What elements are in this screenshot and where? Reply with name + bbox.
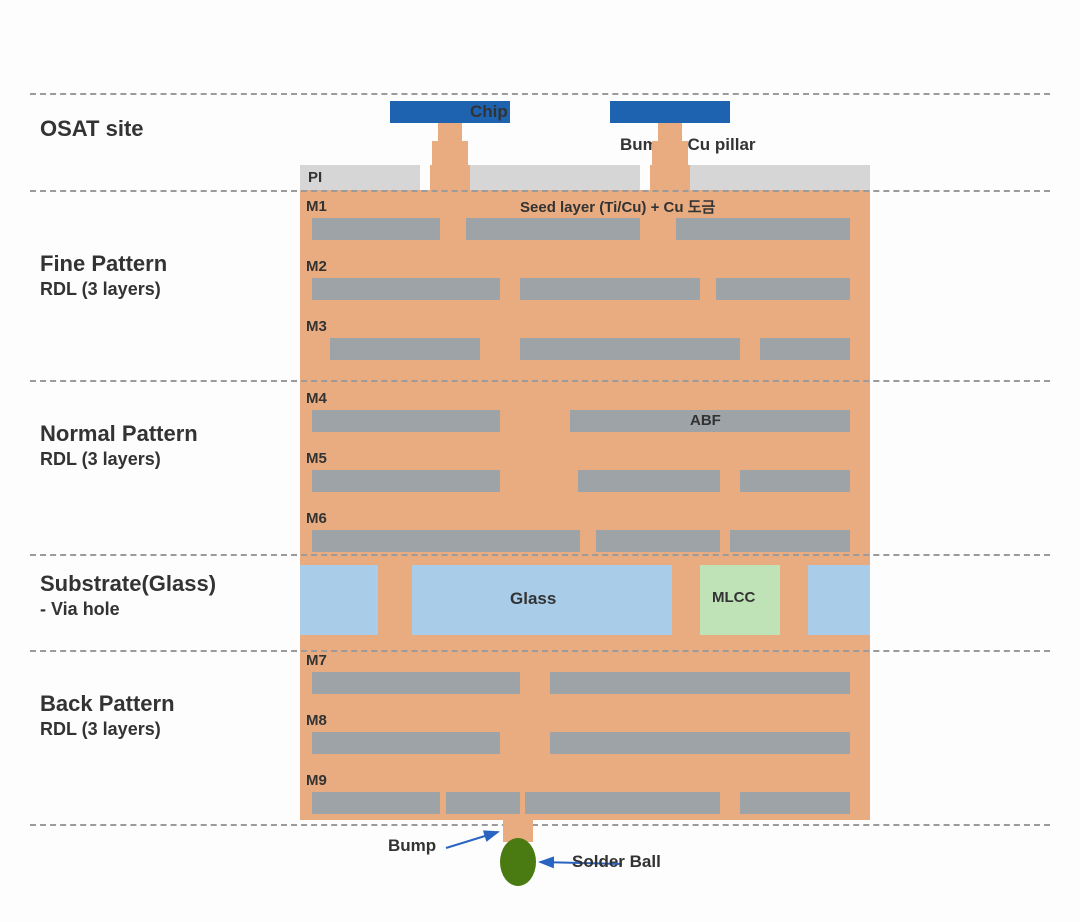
- cu-pillar-top: [438, 123, 462, 141]
- metal-label-m5: M5: [306, 450, 327, 467]
- metal-bar: [596, 530, 720, 552]
- divider-line: [30, 93, 1050, 95]
- section-title: OSAT site: [40, 115, 144, 143]
- section-subtitle: - Via hole: [40, 598, 216, 621]
- metal-label-m9: M9: [306, 772, 327, 789]
- seed-layer-label: Seed layer (Ti/Cu) + Cu 도금: [520, 196, 715, 217]
- metal-label-m2: M2: [306, 258, 327, 275]
- chip-block: [610, 101, 730, 123]
- metal-bar: [330, 338, 480, 360]
- metal-label-m7: M7: [306, 652, 327, 669]
- metal-label-m1: M1: [306, 198, 327, 215]
- cu-pillar-mid: [652, 141, 688, 165]
- metal-bar: [312, 672, 520, 694]
- metal-bar: [312, 792, 440, 814]
- metal-bar: [740, 792, 850, 814]
- metal-bar: [312, 470, 500, 492]
- cu-pillar-mid: [432, 141, 468, 165]
- metal-bar: [312, 530, 580, 552]
- cu-pillar-top: [658, 123, 682, 141]
- section-title: Back Pattern: [40, 690, 175, 718]
- chip-label: Chip: [470, 102, 508, 122]
- glass-block: [300, 565, 378, 635]
- metal-label-m6: M6: [306, 510, 327, 527]
- section-label-fine: Fine PatternRDL (3 layers): [40, 250, 167, 300]
- metal-bar: [312, 278, 500, 300]
- pi-segment: [456, 165, 640, 190]
- metal-bar: [525, 792, 720, 814]
- section-subtitle: RDL (3 layers): [40, 278, 167, 301]
- metal-bar: [760, 338, 850, 360]
- section-label-normal: Normal PatternRDL (3 layers): [40, 420, 198, 470]
- metal-bar: [730, 530, 850, 552]
- metal-bar: [550, 672, 850, 694]
- metal-bar: [520, 278, 700, 300]
- metal-bar: [578, 470, 720, 492]
- divider-line: [30, 650, 1050, 652]
- metal-bar: [446, 792, 520, 814]
- divider-line: [30, 380, 1050, 382]
- metal-bar: [520, 338, 740, 360]
- glass-label: Glass: [510, 589, 556, 609]
- metal-bar: [716, 278, 850, 300]
- section-label-back: Back PatternRDL (3 layers): [40, 690, 175, 740]
- metal-bar: [466, 218, 640, 240]
- arrow-icon: [440, 820, 700, 900]
- section-subtitle: RDL (3 layers): [40, 718, 175, 741]
- mlcc-label: MLCC: [712, 589, 755, 606]
- glass-block: [808, 565, 870, 635]
- metal-bar: [312, 732, 500, 754]
- metal-bar: [740, 470, 850, 492]
- cu-pillar-base: [430, 165, 470, 190]
- metal-label-m4: M4: [306, 390, 327, 407]
- abf-label: ABF: [690, 412, 721, 429]
- metal-bar: [312, 410, 500, 432]
- divider-line: [30, 190, 1050, 192]
- cu-pillar-base: [650, 165, 690, 190]
- divider-line: [30, 554, 1050, 556]
- section-title: Substrate(Glass): [40, 570, 216, 598]
- section-label-osat: OSAT site: [40, 115, 144, 143]
- section-title: Normal Pattern: [40, 420, 198, 448]
- metal-label-m8: M8: [306, 712, 327, 729]
- metal-bar: [550, 732, 850, 754]
- section-subtitle: RDL (3 layers): [40, 448, 198, 471]
- metal-label-m3: M3: [306, 318, 327, 335]
- bottom-bump-label: Bump: [388, 836, 436, 856]
- section-label-glass: Substrate(Glass) - Via hole: [40, 570, 216, 620]
- metal-bar: [676, 218, 850, 240]
- section-title: Fine Pattern: [40, 250, 167, 278]
- pi-label: PI: [308, 169, 322, 186]
- pi-segment: [676, 165, 870, 190]
- metal-bar: [312, 218, 440, 240]
- solder-ball-label: Solder Ball: [572, 852, 661, 872]
